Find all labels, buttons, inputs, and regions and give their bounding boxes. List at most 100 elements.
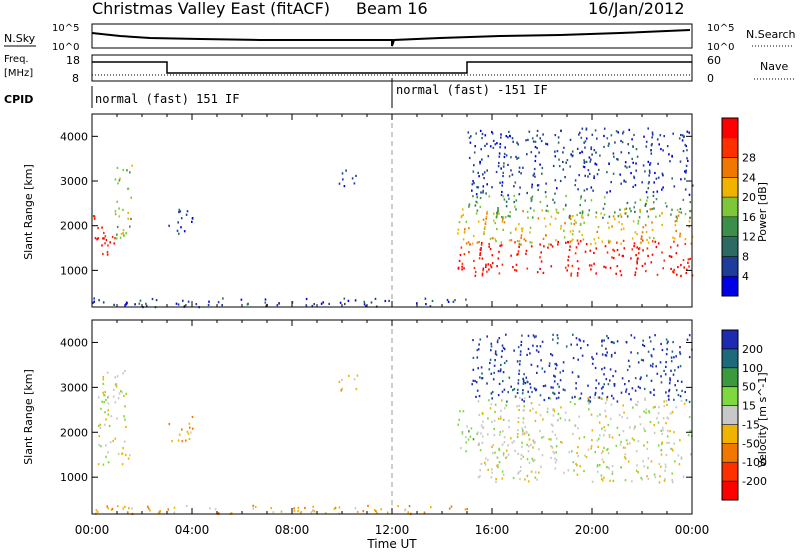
data-cell (505, 216, 507, 219)
data-cell (502, 454, 505, 457)
freq-trace (92, 61, 692, 74)
data-cell (663, 259, 666, 262)
data-cell (191, 427, 194, 430)
data-cell (557, 136, 560, 139)
data-cell (624, 165, 627, 168)
data-cell (550, 265, 553, 268)
data-cell (571, 396, 574, 399)
station-title: Christmas Valley East (fitACF) (92, 0, 330, 18)
data-cell (672, 236, 674, 239)
data-cell (461, 265, 463, 268)
data-cell (502, 228, 504, 231)
data-cell (573, 469, 575, 472)
data-cell (562, 168, 565, 171)
data-cell (545, 142, 547, 145)
data-cell (183, 230, 186, 233)
data-cell (114, 213, 117, 216)
data-cell (507, 453, 510, 456)
data-cell (636, 403, 638, 407)
data-cell (486, 183, 488, 186)
x-tick-label: 12:00 (375, 523, 410, 537)
data-cell (539, 256, 541, 259)
data-cell (636, 352, 639, 355)
data-cell (173, 506, 176, 509)
data-cell (502, 452, 505, 455)
data-cell (500, 167, 502, 170)
data-cell (608, 433, 611, 437)
data-cell (491, 132, 494, 135)
data-cell (583, 141, 585, 144)
data-cell (458, 418, 460, 421)
data-cell (475, 381, 478, 384)
data-cell (655, 245, 658, 249)
data-cell (584, 454, 586, 457)
data-cell (612, 152, 615, 155)
data-cell (588, 156, 591, 159)
data-cell (598, 396, 601, 399)
data-cell (363, 300, 366, 303)
data-cell (625, 341, 628, 344)
data-cell (554, 134, 557, 137)
data-cell (312, 505, 314, 508)
data-cell (536, 129, 539, 132)
data-cell (632, 406, 634, 409)
data-cell (181, 428, 183, 431)
colorbar-tick-label: -15 (742, 418, 760, 431)
data-cell (623, 456, 626, 459)
data-cell (581, 234, 583, 237)
data-cell (499, 417, 502, 420)
data-cell (131, 507, 133, 510)
data-cell (567, 259, 569, 262)
data-cell (666, 342, 669, 345)
data-cell (523, 373, 525, 376)
data-cell (603, 339, 605, 342)
data-cell (510, 385, 512, 388)
data-cell (468, 227, 470, 230)
data-cell (490, 345, 493, 348)
data-cell (604, 202, 606, 206)
data-cell (463, 253, 466, 256)
data-cell (656, 273, 659, 276)
data-cell (460, 215, 463, 218)
data-cell (686, 149, 688, 152)
data-cell (544, 384, 547, 387)
data-cell (191, 415, 194, 419)
data-cell (684, 177, 686, 180)
data-cell (657, 176, 660, 179)
data-cell (660, 465, 662, 468)
colorbar-frame (721, 329, 739, 501)
data-cell (665, 361, 667, 364)
data-cell (478, 413, 481, 416)
data-cell (500, 133, 502, 136)
scatter-region-6 (457, 208, 694, 246)
data-cell (553, 392, 556, 395)
data-cell (605, 378, 608, 381)
data-cell (503, 198, 506, 201)
data-cell (587, 399, 590, 402)
data-cell (429, 305, 432, 308)
data-cell (479, 160, 481, 163)
data-cell (177, 439, 180, 442)
data-cell (508, 425, 510, 429)
data-cell (567, 240, 569, 244)
data-cell (489, 358, 492, 361)
data-cell (658, 406, 660, 409)
data-cell (506, 456, 508, 459)
data-cell (577, 267, 580, 270)
data-cell (572, 432, 574, 435)
data-cell (107, 451, 109, 454)
data-cell (607, 423, 610, 427)
colorbar-swatch (722, 348, 738, 369)
data-cell (602, 461, 605, 464)
data-cell (533, 167, 536, 171)
data-cell (499, 368, 502, 371)
data-cell (536, 134, 538, 137)
data-cell (638, 247, 641, 250)
scatter-region-5 (477, 396, 693, 484)
data-cell (539, 201, 542, 204)
data-cell (680, 399, 683, 402)
data-cell (507, 391, 509, 394)
data-cell (129, 454, 131, 457)
data-cell (214, 508, 217, 511)
data-cell (591, 429, 594, 432)
